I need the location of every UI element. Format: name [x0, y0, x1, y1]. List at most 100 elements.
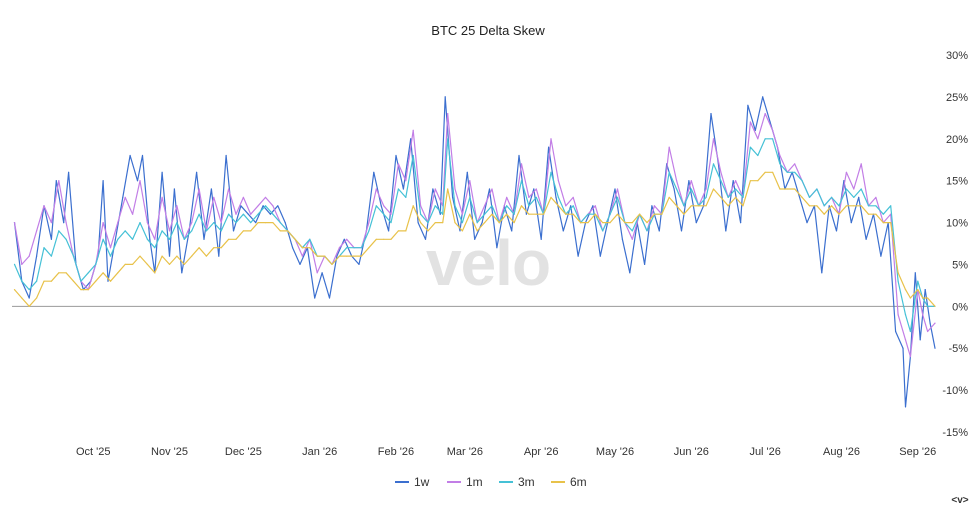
data-point-1m: [668, 146, 670, 148]
data-point-3m: [168, 238, 171, 240]
data-point-1w: [934, 347, 936, 349]
y-tick-label: 30%: [946, 50, 968, 62]
data-point-1w: [373, 171, 375, 173]
data-point-1m: [301, 255, 303, 257]
data-point-1w: [858, 196, 860, 198]
y-tick-label: 20%: [946, 134, 968, 146]
legend-item-1m[interactable]: 1m: [447, 475, 483, 489]
data-point-1w: [821, 272, 823, 274]
data-point-6m: [764, 171, 766, 173]
data-point-1m: [168, 230, 171, 232]
data-point-1m: [338, 247, 340, 249]
data-point-1m: [43, 205, 45, 207]
data-point-6m: [897, 272, 899, 274]
data-point-6m: [139, 255, 141, 257]
data-point-6m: [867, 213, 870, 215]
data-point-3m: [587, 213, 589, 215]
data-point-1m: [242, 196, 244, 198]
data-point-6m: [442, 222, 444, 224]
data-point-6m: [80, 289, 82, 291]
data-point-1w: [218, 255, 220, 257]
data-point-6m: [742, 205, 744, 207]
data-point-3m: [683, 205, 685, 207]
data-point-1w: [136, 180, 139, 182]
data-point-1w: [614, 188, 616, 190]
data-point-1m: [749, 121, 752, 123]
data-point-6m: [927, 297, 929, 299]
data-point-3m: [447, 138, 449, 140]
data-point-1w: [343, 238, 345, 240]
data-point-6m: [712, 188, 715, 190]
data-point-1w: [225, 154, 227, 157]
data-point-6m: [161, 255, 163, 257]
data-point-1m: [383, 205, 385, 207]
data-point-3m: [890, 205, 892, 207]
legend-item-1w[interactable]: 1w: [395, 475, 430, 489]
data-point-6m: [550, 196, 552, 198]
data-point-1m: [235, 213, 237, 215]
data-point-6m: [117, 272, 119, 274]
data-point-3m: [124, 230, 126, 232]
data-point-3m: [897, 280, 899, 282]
data-point-6m: [735, 196, 737, 198]
data-point-1w: [402, 188, 404, 190]
data-point-3m: [191, 230, 193, 232]
data-point-6m: [360, 255, 363, 257]
data-point-6m: [58, 272, 60, 274]
data-point-1w: [850, 222, 852, 224]
data-point-6m: [301, 247, 303, 249]
x-axis: Oct '25 Nov '25 Dec '25 Jan '26 Feb '26 Mar '…: [76, 446, 936, 458]
legend-item-6m[interactable]: 6m: [551, 475, 587, 489]
data-point-6m: [235, 238, 237, 240]
x-tick-label: Mar '26: [447, 446, 483, 458]
data-point-1m: [375, 188, 377, 190]
data-point-1w: [577, 255, 579, 257]
data-point-1m: [520, 163, 523, 165]
data-point-1w: [548, 146, 550, 148]
data-point-3m: [528, 205, 530, 207]
legend-item-3m[interactable]: 3m: [499, 475, 535, 489]
data-point-6m: [316, 255, 318, 257]
data-point-1w: [555, 196, 557, 198]
data-point-1m: [845, 171, 848, 173]
data-point-1w: [488, 188, 491, 190]
data-point-3m: [690, 188, 692, 190]
data-point-6m: [624, 222, 626, 224]
data-point-6m: [294, 238, 296, 240]
data-point-6m: [242, 230, 244, 232]
data-point-1w: [688, 180, 690, 182]
data-point-1w: [924, 289, 926, 291]
data-point-6m: [13, 289, 16, 291]
data-point-1w: [380, 205, 382, 207]
data-point-1w: [725, 230, 727, 232]
data-point-6m: [176, 255, 178, 257]
data-point-1w: [680, 230, 683, 232]
data-point-1w: [196, 171, 198, 173]
x-tick-label: Jan '26: [302, 446, 337, 458]
data-point-1m: [257, 205, 259, 207]
data-point-3m: [823, 205, 825, 207]
data-point-3m: [176, 222, 178, 224]
data-point-6m: [845, 205, 848, 207]
data-point-6m: [580, 222, 582, 224]
data-point-6m: [375, 238, 377, 240]
data-point-1w: [496, 247, 498, 249]
data-point-1m: [220, 222, 222, 224]
data-point-6m: [727, 205, 729, 207]
data-point-1m: [405, 180, 407, 182]
data-point-6m: [491, 213, 493, 215]
data-point-6m: [102, 272, 104, 274]
data-point-1m: [36, 230, 38, 232]
data-point-1w: [762, 96, 764, 98]
y-tick-label: 10%: [946, 218, 968, 230]
data-point-6m: [543, 213, 545, 215]
data-point-6m: [757, 180, 759, 182]
data-point-6m: [934, 305, 936, 307]
x-tick-label: Sep '26: [899, 446, 936, 458]
data-point-3m: [427, 222, 429, 224]
data-point-1m: [572, 196, 574, 198]
data-point-1w: [769, 121, 771, 123]
chart-nav-toggle[interactable]: <v>: [951, 495, 968, 506]
data-point-1m: [535, 188, 537, 190]
